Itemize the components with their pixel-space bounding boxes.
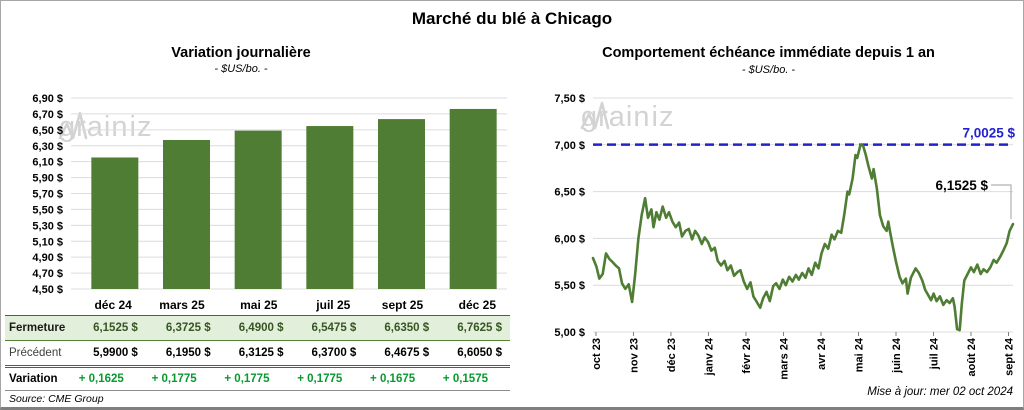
table-cell: + 0,1575 — [437, 366, 510, 391]
y-axis-tick-label: 5,00 $ — [554, 327, 585, 339]
row-label: Variation — [5, 366, 73, 391]
y-axis-tick-label: 7,50 $ — [554, 93, 585, 105]
table-cell: 6,1525 $ — [73, 315, 146, 341]
table-cell: + 0,1775 — [218, 366, 292, 391]
x-axis-tick-label: févr 24 — [741, 337, 753, 373]
table-cell: 6,7625 $ — [437, 315, 510, 341]
table-row-precedent: Précédent 5,9900 $6,1950 $6,3125 $6,3700 … — [5, 340, 510, 368]
x-axis-tick-label: sept 24 — [1004, 337, 1016, 376]
x-axis-tick-label: avr 24 — [816, 337, 828, 370]
table-cell: + 0,1625 — [73, 366, 146, 391]
table-column-header: déc 24 — [73, 294, 146, 316]
y-axis-tick-label: 5,90 $ — [32, 173, 63, 185]
bar-chart-subtitle: - $US/bo. - — [214, 63, 268, 75]
x-axis-tick-label: nov 23 — [628, 338, 640, 373]
table-row-variation: Variation + 0,1625 + 0,1775 + 0,1775 + 0,177… — [5, 366, 510, 391]
bar-juil 25 — [306, 126, 354, 289]
table-row-fermeture: Fermeture 6,1525 $6,3725 $6,4900 $6,5475 … — [5, 315, 510, 341]
x-axis-tick-label: déc 23 — [666, 338, 678, 372]
y-axis-tick-label: 6,10 $ — [32, 157, 63, 169]
y-axis-tick-label: 5,10 $ — [32, 236, 63, 248]
line-chart-subtitle: - $US/bo. - — [741, 64, 796, 76]
table-cell: 6,5475 $ — [291, 315, 365, 341]
table-cell: 6,3700 $ — [291, 340, 365, 368]
bar-sept 25 — [378, 119, 425, 289]
y-axis-tick-label: 4,50 $ — [32, 284, 63, 296]
y-axis-tick-label: 6,70 $ — [32, 109, 63, 121]
bar-mars 25 — [163, 139, 210, 289]
y-axis-tick-label: 6,50 $ — [32, 125, 63, 137]
x-axis-tick-label: août 24 — [966, 337, 978, 376]
y-axis-tick-label: 6,00 $ — [554, 233, 585, 245]
table-cell: 6,3725 $ — [145, 315, 219, 341]
table-column-header: mai 25 — [218, 294, 292, 316]
table-corner-cell — [5, 294, 73, 316]
table-cell: + 0,1775 — [291, 366, 365, 391]
bar-déc 24 — [91, 157, 139, 289]
table-cell: + 0,1775 — [145, 366, 219, 391]
table-column-header: mars 25 — [145, 294, 219, 316]
reference-line-label: 7,0025 $ — [962, 126, 1015, 141]
update-note: Mise à jour: mer 02 oct 2024 — [867, 386, 1013, 398]
y-axis-tick-label: 6,90 $ — [32, 93, 63, 105]
bar-chart: 4,50 $ 4,70 $ 4,90 $ 5,10 $ 5,30 $ 5,50 $ 5,70… — [32, 93, 507, 296]
x-axis-tick-label: mai 24 — [853, 337, 865, 372]
x-axis-tick-label: mars 24 — [778, 337, 790, 379]
y-axis-tick-label: 5,30 $ — [32, 220, 63, 232]
table-column-header: juil 25 — [291, 294, 365, 316]
table-cell: 6,6350 $ — [364, 315, 438, 341]
y-axis-tick-label: 7,00 $ — [554, 140, 585, 152]
line-chart-title: Comportement échéance immédiate depuis 1… — [602, 45, 935, 61]
table-column-header: sept 25 — [364, 294, 438, 316]
y-axis-tick-label: 5,70 $ — [32, 189, 63, 201]
y-axis-tick-label: 4,70 $ — [32, 268, 63, 280]
table-cell: 5,9900 $ — [73, 340, 146, 368]
table-cell: 6,4675 $ — [364, 340, 438, 368]
row-label: Fermeture — [5, 315, 73, 341]
x-axis-tick-label: janv 24 — [703, 337, 715, 376]
x-axis-tick-label: oct 23 — [591, 338, 603, 370]
y-axis-tick-label: 5,50 $ — [554, 280, 585, 292]
table-cell: 6,1950 $ — [145, 340, 219, 368]
page-title: Marché du blé à Chicago — [411, 9, 613, 28]
annotation-leader-line — [991, 184, 1012, 220]
source-note: Source: CME Group — [9, 393, 104, 405]
bar-mai 25 — [234, 130, 282, 289]
table-column-header: déc 25 — [437, 294, 510, 316]
price-line — [591, 143, 1015, 332]
x-axis-tick-label: juil 24 — [928, 337, 940, 370]
bar-déc 25 — [449, 108, 497, 289]
last-price-label: 6,1525 $ — [935, 178, 988, 193]
row-label: Précédent — [5, 340, 73, 368]
y-axis-tick-label: 6,30 $ — [32, 141, 63, 153]
y-axis-tick-label: 4,90 $ — [32, 252, 63, 264]
table-cell: 6,4900 $ — [218, 315, 292, 341]
y-axis-tick-label: 5,50 $ — [32, 204, 63, 216]
bar-chart-title: Variation journalière — [171, 45, 311, 61]
y-axis-tick-label: 6,50 $ — [554, 187, 585, 199]
line-chart: 5,00 $ 5,50 $ 6,00 $ 6,50 $ 7,00 $ 7,50 $ oct … — [554, 93, 1016, 380]
table-cell: + 0,1675 — [364, 366, 438, 391]
x-axis-tick-label: juin 24 — [891, 337, 903, 374]
contracts-table: déc 24 mars 25 mai 25 juil 25 sept 25 déc 25 F… — [5, 294, 510, 391]
table-cell: 6,6050 $ — [437, 340, 510, 368]
table-cell: 6,3125 $ — [218, 340, 292, 368]
